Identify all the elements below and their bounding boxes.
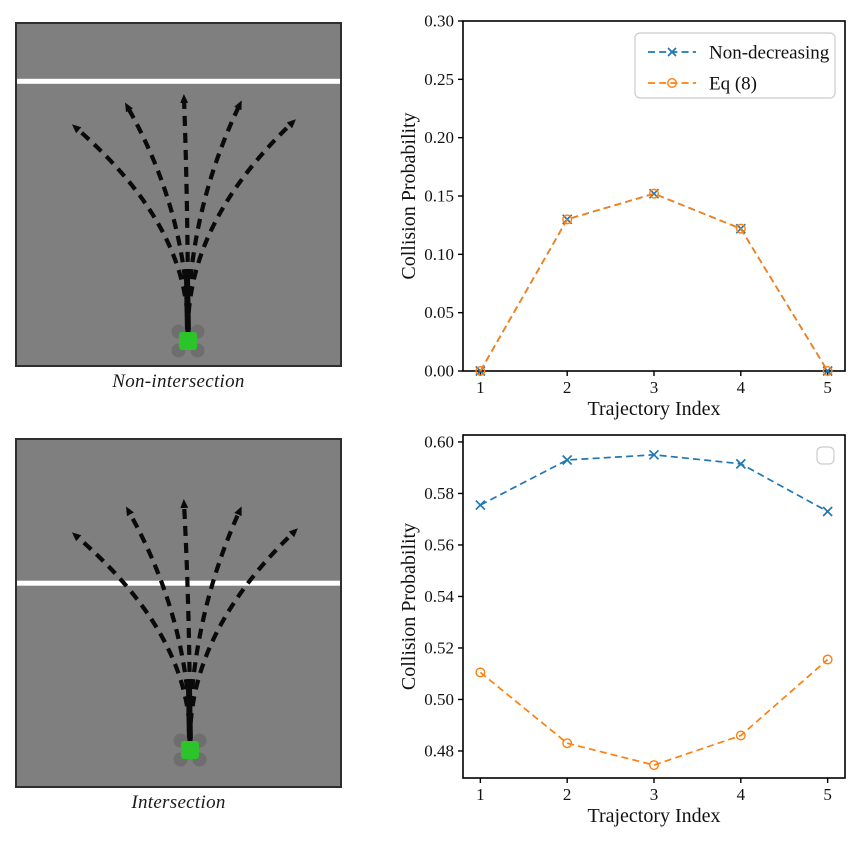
trajectory-path [126,506,193,741]
y-axis: 0.00 0.05 0.10 0.15 0.20 0.25 0.30 [424,12,463,381]
quadrotor-robot [173,733,207,767]
caption-intersection: Intersection [131,792,226,813]
legend-marker-x [667,47,677,57]
x-tick-label: 5 [823,785,832,804]
series-eq-8- [475,188,833,377]
marker-circle [562,214,573,225]
x-tick-label: 3 [650,378,659,397]
y-axis: 0.48 0.50 0.52 0.54 0.56 0.58 0.60 [424,432,463,760]
marker-circle [649,188,660,199]
y-tick-label: 0.52 [424,638,454,657]
legend-box [634,32,836,99]
series-line [480,453,829,513]
marker-circle [822,366,833,377]
chart-collision-probability-intersection: 0.48 0.50 0.52 0.54 0.56 0.58 0.60 1 2 3 4 5 Traject… [398,432,846,827]
y-tick-label: 0.05 [424,303,454,322]
trajectory-path [187,528,298,741]
marker-circle [649,760,660,771]
simulation-image-non-intersection [15,22,342,367]
plot-frame [462,434,846,779]
marker-circle [475,366,486,377]
marker-circle [735,223,746,234]
marker-circle [822,654,833,665]
plot-frame [462,20,846,372]
x-tick-label: 2 [563,785,572,804]
x-axis: 1 2 3 4 5 [476,371,832,397]
obstacle-line [17,580,340,586]
series-eq-8- [475,654,833,771]
trajectory-path [187,506,242,741]
series-line [479,192,829,372]
y-tick-label: 0.48 [424,741,454,760]
y-tick-label: 0.00 [424,362,454,381]
robot-body [181,741,199,759]
x-tick-label: 1 [476,785,485,804]
legend: Non-decreasing Eq (8) [634,32,836,99]
series-non-decreasing [475,188,833,377]
intersection-scene [17,440,340,786]
y-tick-label: 0.20 [424,128,454,147]
marker-x [475,499,486,511]
road-background [17,24,340,365]
trajectory-fan [71,499,298,745]
marker-circle [475,667,486,678]
legend-label: Eq (8) [709,74,757,95]
x-tick-label: 5 [823,378,832,397]
legend-box [816,446,835,465]
x-tick-label: 4 [737,378,746,397]
x-tick-label: 3 [650,785,659,804]
marker-x [822,506,833,517]
y-tick-label: 0.50 [424,690,454,709]
trajectory-path [125,102,191,331]
y-tick-label: 0.25 [424,70,454,89]
y-tick-label: 0.10 [424,245,454,264]
trajectory-trunk [186,687,193,745]
series-non-decreasing [475,449,833,517]
x-tick-label: 1 [476,378,485,397]
quadrotor-robot [171,324,205,358]
robot-body [179,332,197,350]
y-axis-label: Collision Probability [398,112,420,279]
y-tick-label: 0.15 [424,187,454,206]
marker-circle [735,730,746,741]
marker-x [648,449,660,460]
x-axis-label: Trajectory Index [587,398,720,420]
y-axis-label: Collision Probability [398,523,420,690]
x-axis-label: Trajectory Index [587,805,720,827]
trajectory-trunk [184,277,191,335]
marker-x [735,458,746,469]
x-tick-label: 4 [737,785,746,804]
legend-marker-circle [667,77,678,88]
x-axis: 1 2 3 4 5 [476,778,832,804]
road-background [17,440,340,786]
simulation-image-intersection [15,438,342,788]
y-tick-label: 0.60 [424,432,454,451]
caption-non-intersection: Non-intersection [112,371,245,392]
trajectory-fan [71,94,296,335]
obstacle-line [17,78,340,84]
y-tick-label: 0.58 [424,484,454,503]
legend-label: Non-decreasing [709,43,830,64]
y-tick-label: 0.30 [424,12,454,31]
y-tick-label: 0.54 [424,587,454,606]
marker-circle [562,738,573,749]
x-tick-label: 2 [563,378,572,397]
non-intersection-scene [17,24,340,365]
trajectory-path [180,499,193,741]
y-tick-label: 0.56 [424,535,454,554]
chart-collision-probability-non-intersection: 0.00 0.05 0.10 0.15 0.20 0.25 0.30 1 2 3 4 5 Traject… [398,12,846,420]
series-line [479,658,829,766]
series-line [479,192,829,372]
legend [816,446,835,465]
marker-x [562,454,573,466]
